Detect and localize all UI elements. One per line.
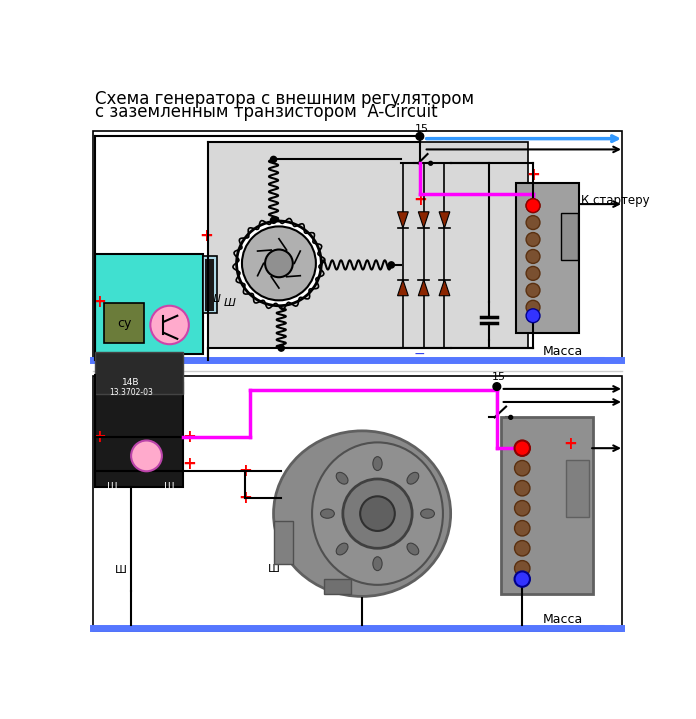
Circle shape (526, 198, 540, 213)
Text: Ш: Ш (164, 482, 175, 492)
Text: К стартеру: К стартеру (580, 193, 649, 207)
Text: +: + (182, 454, 196, 472)
Circle shape (526, 198, 540, 213)
Circle shape (150, 306, 189, 344)
Text: −: − (414, 347, 426, 360)
Circle shape (509, 416, 513, 419)
Circle shape (526, 249, 540, 263)
Bar (93, 131, 622, 362)
Bar (500, 418, 593, 595)
Ellipse shape (407, 543, 419, 555)
Ellipse shape (312, 442, 443, 585)
Circle shape (514, 441, 530, 456)
Text: +: + (200, 227, 214, 245)
Text: Ш: Ш (209, 294, 221, 304)
Ellipse shape (407, 472, 419, 484)
Text: +: + (182, 428, 196, 446)
Circle shape (526, 232, 540, 247)
Circle shape (514, 561, 530, 576)
Circle shape (514, 460, 530, 476)
Text: +: + (238, 462, 252, 480)
Ellipse shape (373, 557, 382, 571)
Ellipse shape (321, 509, 334, 518)
Circle shape (265, 249, 293, 278)
Text: +: + (413, 191, 427, 209)
Bar (566, 459, 590, 518)
Ellipse shape (336, 543, 348, 555)
Text: су: су (117, 317, 132, 330)
Text: —: — (590, 350, 605, 365)
Bar (104, 303, 144, 344)
Polygon shape (418, 280, 429, 296)
Ellipse shape (274, 431, 450, 596)
Bar (95, 352, 184, 394)
Circle shape (514, 500, 530, 516)
Text: +: + (526, 166, 540, 184)
Circle shape (514, 572, 530, 587)
Polygon shape (439, 280, 450, 296)
Bar (95, 254, 203, 354)
Text: 14В: 14В (122, 378, 140, 388)
Ellipse shape (343, 479, 412, 549)
Polygon shape (397, 280, 409, 296)
Circle shape (526, 267, 540, 280)
Text: 13.3702-03: 13.3702-03 (109, 388, 153, 397)
Text: Ш: Ш (267, 564, 280, 574)
Polygon shape (439, 212, 450, 228)
Circle shape (429, 161, 432, 165)
Bar (274, 521, 293, 564)
Bar (208, 142, 528, 348)
Circle shape (271, 156, 276, 162)
Bar (205, 259, 214, 311)
Ellipse shape (360, 496, 395, 531)
Bar (516, 183, 579, 333)
Polygon shape (418, 212, 429, 228)
Circle shape (514, 541, 530, 556)
Text: с заземленным транзистором  A-Circuit: с заземленным транзистором A-Circuit (95, 104, 438, 122)
Ellipse shape (373, 457, 382, 470)
Circle shape (526, 283, 540, 297)
Text: Ш: Ш (223, 298, 235, 308)
Text: 15: 15 (414, 124, 428, 134)
Circle shape (526, 308, 540, 323)
Circle shape (278, 345, 285, 351)
Text: +: + (93, 428, 106, 446)
Circle shape (242, 226, 316, 301)
Text: Ш: Ш (106, 482, 117, 492)
Ellipse shape (420, 509, 434, 518)
Circle shape (388, 262, 395, 268)
Text: —: — (590, 618, 605, 633)
Circle shape (493, 383, 500, 390)
Text: 15: 15 (491, 372, 505, 383)
Circle shape (514, 521, 530, 536)
Circle shape (526, 216, 540, 229)
Text: +: + (93, 293, 106, 311)
Circle shape (514, 441, 530, 456)
Circle shape (271, 217, 276, 224)
Bar (95, 383, 184, 487)
Bar (93, 376, 622, 631)
Ellipse shape (336, 472, 348, 484)
Text: Ш: Ш (116, 565, 127, 574)
Circle shape (237, 221, 322, 306)
Circle shape (514, 480, 530, 496)
Bar (324, 579, 351, 595)
Polygon shape (397, 212, 409, 228)
Text: Масса: Масса (543, 345, 583, 359)
Text: Масса: Масса (543, 613, 583, 626)
Circle shape (131, 441, 162, 471)
Text: +: + (238, 489, 252, 507)
Text: Схема генератора с внешним регулятором: Схема генератора с внешним регулятором (95, 90, 474, 108)
Circle shape (416, 132, 424, 140)
Bar (203, 256, 216, 313)
Bar (561, 214, 578, 260)
Text: +: + (563, 435, 577, 454)
Circle shape (526, 301, 540, 314)
